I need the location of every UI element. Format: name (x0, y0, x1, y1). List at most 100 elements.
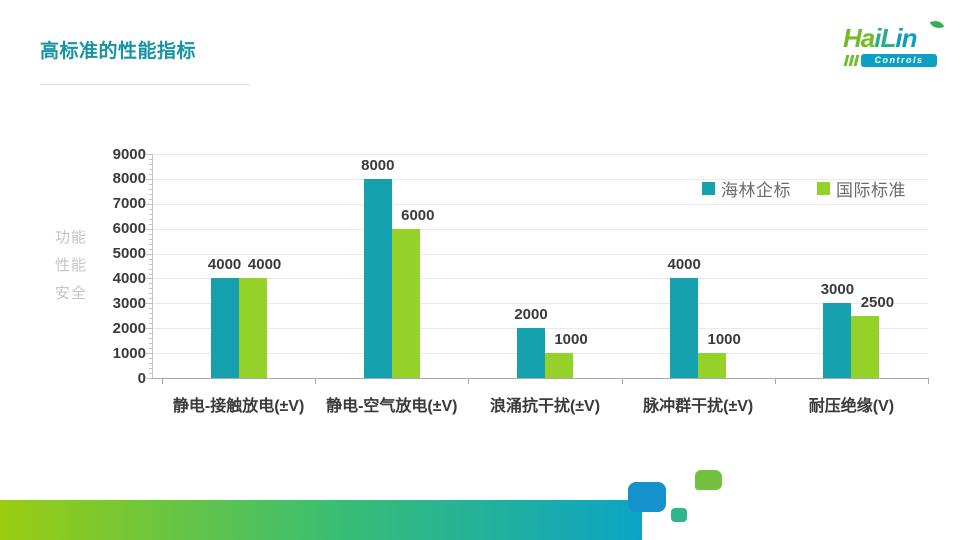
y-axis-tick (149, 263, 152, 265)
data-label: 1000 (707, 331, 741, 349)
y-axis-tick (149, 248, 152, 250)
decor-green-square (695, 470, 722, 490)
grid-line (152, 253, 928, 255)
y-axis-tick (146, 278, 152, 280)
grid-line (152, 278, 928, 280)
y-axis-tick (149, 173, 152, 175)
legend-item: 国际标准 (817, 176, 906, 201)
x-axis-tick (774, 378, 776, 384)
logo-brand-part: iL (874, 23, 896, 53)
bar-国际标准 (238, 278, 267, 378)
y-axis-tick (149, 243, 152, 245)
bar-国际标准 (698, 353, 727, 378)
y-axis-tick (149, 368, 152, 369)
y-axis-line (152, 154, 153, 378)
x-axis-tick (315, 378, 317, 384)
grid-line (152, 154, 928, 155)
grid-line (152, 203, 928, 205)
y-axis-tick (149, 373, 152, 374)
chart-legend: 海林企标 国际标准 (702, 176, 906, 201)
grid-line (152, 228, 928, 230)
y-axis-tick (146, 253, 152, 255)
y-axis-tick (149, 358, 152, 360)
y-axis-tick (149, 188, 152, 190)
legend-label: 海林企标 (721, 181, 791, 200)
y-axis-tick (149, 213, 152, 215)
bar-海林企标 (670, 278, 699, 378)
y-axis-tick (146, 228, 152, 230)
logo-brand-part: Ha (843, 23, 875, 53)
x-axis-label: 静电-空气放电(±V) (326, 398, 458, 415)
y-axis-tick (146, 378, 152, 379)
y-axis-tick (146, 203, 152, 205)
logo-subline: Controls (843, 54, 937, 67)
bar-国际标准 (545, 353, 573, 378)
legend-item: 海林企标 (702, 176, 791, 201)
y-axis-tick (149, 193, 152, 195)
y-axis-label: 1000 (112, 344, 146, 362)
bar-国际标准 (391, 228, 420, 378)
y-axis-tick (146, 303, 152, 305)
y-axis-tick (149, 348, 152, 350)
y-axis-label: 8000 (112, 170, 146, 188)
bar-海林企标 (823, 303, 852, 378)
y-axis-label: 5000 (112, 245, 146, 263)
y-axis-tick (149, 198, 152, 200)
caption-line: 功能 (55, 229, 88, 246)
y-axis-tick (149, 223, 152, 225)
y-axis-tick (149, 159, 152, 160)
bottom-gradient-bar (0, 500, 642, 540)
data-label: 8000 (361, 156, 395, 174)
logo-brand-part: in (895, 23, 917, 53)
x-axis-tick (162, 378, 163, 384)
x-axis-line (152, 378, 928, 379)
decor-teal-square (671, 508, 687, 522)
value-axis-caption: 功能 性能 安全 (55, 224, 87, 308)
y-axis-tick (149, 308, 152, 310)
logo-brand-text: HaiLin (843, 24, 947, 52)
y-axis-tick (149, 164, 152, 165)
caption-line: 性能 (55, 257, 88, 274)
y-axis-tick (149, 258, 152, 260)
legend-swatch-icon (702, 182, 715, 195)
y-axis-tick (149, 268, 152, 270)
x-axis-label: 耐压绝缘(V) (808, 398, 895, 415)
y-axis-tick (149, 183, 152, 185)
x-axis-label: 脉冲群干扰(±V) (643, 398, 754, 415)
y-axis-tick (149, 283, 152, 285)
y-axis-tick (149, 298, 152, 300)
logo-sub-text: Controls (861, 54, 937, 67)
x-axis-label: 浪涌抗干扰(±V) (489, 398, 601, 415)
y-axis-tick (146, 154, 152, 155)
y-axis-tick (149, 338, 152, 340)
y-axis-tick (149, 218, 152, 220)
y-axis-tick (149, 168, 152, 170)
x-axis-tick (928, 378, 929, 384)
y-axis-label: 2000 (112, 319, 146, 337)
bar-海林企标 (363, 178, 392, 378)
y-axis-tick (149, 313, 152, 315)
y-axis-tick (146, 353, 152, 355)
y-axis-tick (149, 233, 152, 235)
y-axis-tick (149, 323, 152, 325)
grid-line (152, 178, 928, 180)
y-axis-tick (149, 343, 152, 345)
y-axis-tick (149, 363, 152, 365)
y-axis-label: 3000 (112, 294, 146, 312)
data-label: 6000 (401, 206, 435, 224)
bar-海林企标 (517, 328, 545, 378)
x-axis-tick (621, 378, 623, 384)
data-label: 2000 (514, 306, 548, 324)
data-label: 4000 (247, 256, 282, 274)
y-axis-tick (149, 333, 152, 335)
y-axis-label: 0 (137, 369, 146, 387)
decor-blue-square (628, 482, 666, 512)
y-axis-label: 9000 (112, 145, 146, 163)
y-axis-label: 6000 (112, 220, 146, 238)
hailin-logo: HaiLin Controls (843, 18, 947, 72)
title-underline (40, 84, 250, 85)
y-axis-label: 4000 (112, 269, 146, 287)
data-label: 4000 (207, 256, 242, 274)
